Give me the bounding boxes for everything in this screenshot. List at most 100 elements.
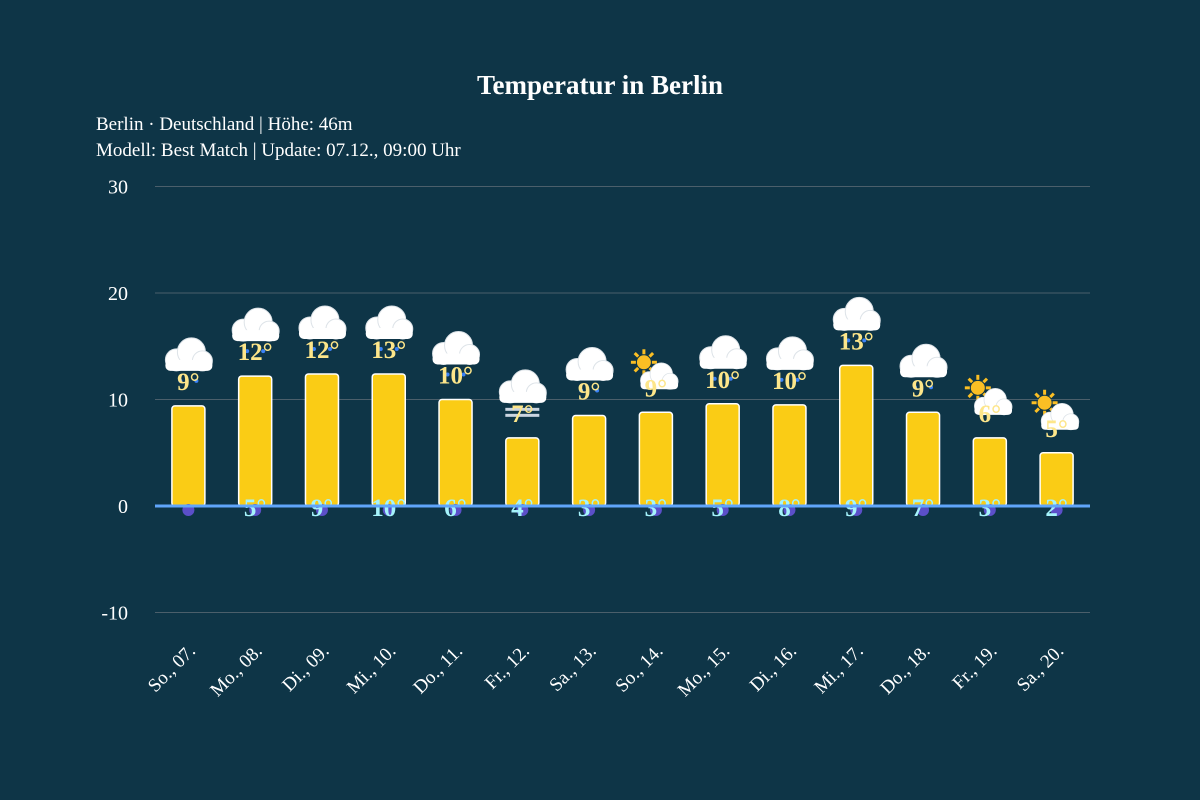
sun-core [636,355,651,370]
cloud-shape [365,305,414,340]
sun-shape [1031,389,1058,416]
temperature-bar [371,373,406,507]
cloud-shape [974,388,1013,416]
temperature-bar [304,373,340,507]
min-temp-label: 9° [311,495,334,522]
sun-ray [633,366,640,373]
chart-title: Temperatur in Berlin [476,70,723,100]
cloud-base [566,369,614,381]
drizzle-drop [445,372,450,377]
x-tick-label: Fr., 12. [481,641,534,694]
x-tick-label: Mi., 17. [810,641,867,698]
temperature-bar [839,364,874,507]
temperature-bar [571,414,607,507]
temperature-bar [438,398,473,507]
max-temp-label: 9° [578,378,601,405]
x-tick-label: Mo., 08. [206,641,266,701]
cloud-drizzle-icon [565,346,614,393]
max-temp-label: 7° [511,401,534,428]
max-temp-label: 9° [912,375,935,402]
max-temp-label: 12° [304,337,339,364]
x-tick-label: Sa., 13. [545,641,600,696]
x-tick-label: So., 07. [144,641,200,697]
y-tick-label: 10 [108,390,128,412]
y-tick-label: 20 [108,283,128,305]
cloud-base [365,327,413,339]
min-temp-label: 6° [444,495,467,522]
min-temp-label: 8° [778,495,801,522]
temperature-bar [237,375,273,507]
x-tick-label: Di., 16. [746,641,801,696]
cloud-base [165,359,213,371]
cloud-base [232,330,280,342]
sun-ray [982,377,989,384]
min-temp-label: 9° [845,495,868,522]
drizzle-drop [178,378,183,383]
max-temp-label: 5° [1045,416,1068,443]
min-temp-label: 4° [511,495,534,522]
x-tick-label: Mi., 10. [343,641,400,698]
cloud-drizzle-icon [765,336,814,382]
drizzle-drop [929,385,934,390]
cloud-base [974,406,1013,415]
cloud-base [499,391,547,403]
cloud-base [298,327,346,339]
cloud-shape [640,362,679,390]
x-tick-label: Do., 11. [409,641,467,699]
cloud-base [900,366,948,378]
max-temp-label: 9° [177,369,200,396]
sun-shape [964,374,991,401]
drizzle-drop [194,378,199,383]
drizzle-drop [461,372,466,377]
drizzle-drop [311,346,316,351]
x-tick-label: So., 14. [612,641,668,697]
y-tick-label: -10 [101,603,128,625]
cloud-shape [565,346,614,381]
cloud-drizzle-icon [365,305,414,351]
cloud-shape [1040,402,1080,431]
drizzle-drop [846,338,851,343]
cloud-base [1041,420,1079,430]
sun-ray [967,377,974,384]
cloud-drizzle-icon [298,305,347,351]
max-temp-label: 9° [645,375,668,402]
partly-sunny-icon [1031,389,1080,431]
cloud-drizzle-icon [899,343,948,390]
min-temp-label: 5° [244,495,267,522]
max-temp-label: 12° [238,339,273,366]
sun-ray [967,392,974,399]
sun-ray [1034,392,1041,399]
cloud-shape [298,305,347,340]
partly-sunny-icon [630,349,679,390]
cloud-base [640,380,679,390]
cloud-shape [899,343,948,378]
drizzle-drop [579,388,584,393]
chart-subtitle-model: Modell: Best Match | Update: 07.12., 09:… [96,140,461,161]
x-tick-label: Di., 09. [278,641,333,696]
drizzle-drop [862,338,867,343]
drizzle-drop [795,377,800,382]
cloud-drizzle-icon [699,335,748,381]
partly-sunny-icon [964,374,1013,416]
max-temp-label: 6° [979,401,1002,428]
sun-ray [633,352,640,358]
max-temp-label: 10° [705,367,740,394]
cloud-drizzle-icon [231,307,280,354]
temperature-bar [638,411,674,507]
sun-core [1037,395,1052,410]
temperature-bar [905,411,941,507]
fog-line [505,413,540,417]
drizzle-drop [779,377,784,382]
fog-line [505,407,540,411]
cloud-shape [765,336,814,371]
sun-ray [1049,392,1055,399]
drizzle-drop [378,346,383,351]
cloud-base [833,319,881,331]
chart-subtitle-location: Berlin · Deutschland | Höhe: 46m [96,114,353,135]
cloud-shape [832,296,881,331]
sun-ray [648,352,655,358]
temperature-bar [772,404,807,507]
x-tick-label: Do., 18. [876,641,934,699]
drizzle-drop [261,349,266,354]
